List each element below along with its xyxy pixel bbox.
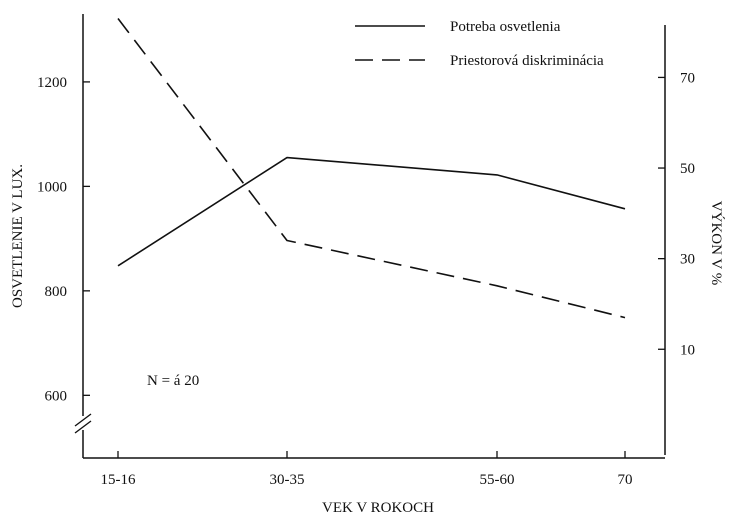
axes — [74, 14, 666, 459]
axis-break-mark-2 — [74, 420, 92, 434]
axis-break-mark-1 — [74, 413, 92, 427]
y-tick-label: 1200 — [37, 75, 67, 91]
legend-label: Priestorová diskriminácia — [450, 53, 604, 69]
annotation-n: N = á 20 — [147, 373, 199, 389]
y-axis-label: OSVETLENIE V LUX. — [10, 164, 26, 308]
ticks: 600 800 1000 1200 10 30 50 70 15-16 30-35 55-60 70 — [37, 70, 695, 488]
y2-tick-label: 50 — [680, 161, 695, 177]
y-tick-label: 600 — [45, 388, 68, 404]
y2-tick-label: 30 — [680, 252, 695, 268]
y2-axis-label: VÝKON V % — [708, 201, 725, 285]
x-axis-label: VEK V ROKOCH — [322, 500, 434, 516]
x-tick-label: 30-35 — [270, 472, 305, 488]
x-tick-label: 70 — [618, 472, 633, 488]
legend-label: Potreba osvetlenia — [450, 19, 561, 35]
y-tick-label: 1000 — [37, 179, 67, 195]
series-line-potreba-osvetlenia — [117, 156, 626, 267]
y2-tick-label: 70 — [680, 70, 695, 86]
series-lines — [117, 18, 626, 319]
x-tick-label: 55-60 — [480, 472, 515, 488]
series-line-priestorova-diskriminacia — [117, 18, 626, 319]
y2-tick-label: 10 — [680, 342, 695, 358]
x-tick-label: 15-16 — [101, 472, 136, 488]
legend: Potreba osvetlenia Priestorová diskriminá… — [355, 19, 604, 69]
y-tick-label: 800 — [45, 284, 68, 300]
